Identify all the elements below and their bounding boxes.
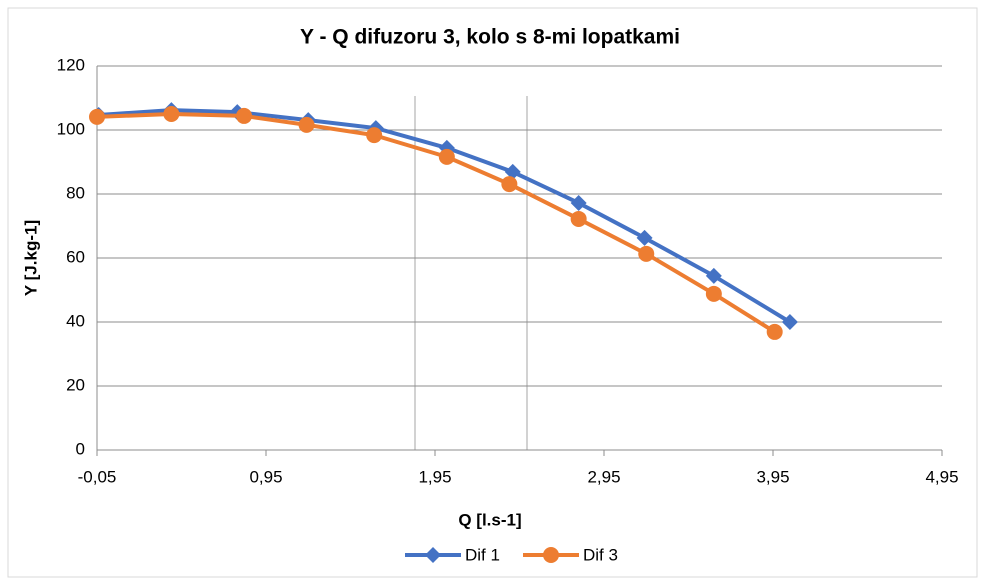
chart-title: Y - Q difuzoru 3, kolo s 8-mi lopatkami <box>300 26 680 49</box>
x-tick-label: -0,05 <box>78 467 117 486</box>
data-point <box>504 163 521 180</box>
chart-frame <box>7 7 978 578</box>
legend-label: Dif 3 <box>583 545 618 564</box>
y-tick-label: 40 <box>66 311 85 330</box>
data-point <box>236 107 253 124</box>
x-tick-label: 2,95 <box>587 467 620 486</box>
data-point <box>163 106 180 122</box>
legend-marker <box>543 547 559 563</box>
y-tick-label: 20 <box>66 375 85 394</box>
x-tick-label: 1,95 <box>418 467 451 486</box>
data-point <box>636 229 653 246</box>
data-point <box>89 108 105 125</box>
x-tick-label: 4,95 <box>925 467 958 486</box>
y-axis-label: Y [J.kg-1] <box>21 220 40 296</box>
data-point <box>705 267 722 284</box>
data-point <box>438 148 455 165</box>
y-tick-label: 60 <box>66 247 85 266</box>
legend-marker <box>425 547 441 563</box>
data-point <box>570 210 587 227</box>
y-tick-label: 0 <box>76 439 85 458</box>
data-point <box>298 116 315 133</box>
data-point <box>705 285 722 302</box>
data-point <box>501 176 518 193</box>
data-point <box>366 127 383 144</box>
y-tick-label: 80 <box>66 183 85 202</box>
y-tick-label: 100 <box>57 119 85 138</box>
x-tick-label: 0,95 <box>249 467 282 486</box>
x-axis-label: Q [l.s-1] <box>458 510 521 529</box>
data-point <box>766 323 783 340</box>
y-tick-label: 120 <box>57 55 85 74</box>
data-point <box>570 194 587 211</box>
data-point <box>638 245 655 262</box>
x-tick-label: 3,95 <box>756 467 789 486</box>
legend-label: Dif 1 <box>465 545 500 564</box>
data-point <box>781 314 798 330</box>
